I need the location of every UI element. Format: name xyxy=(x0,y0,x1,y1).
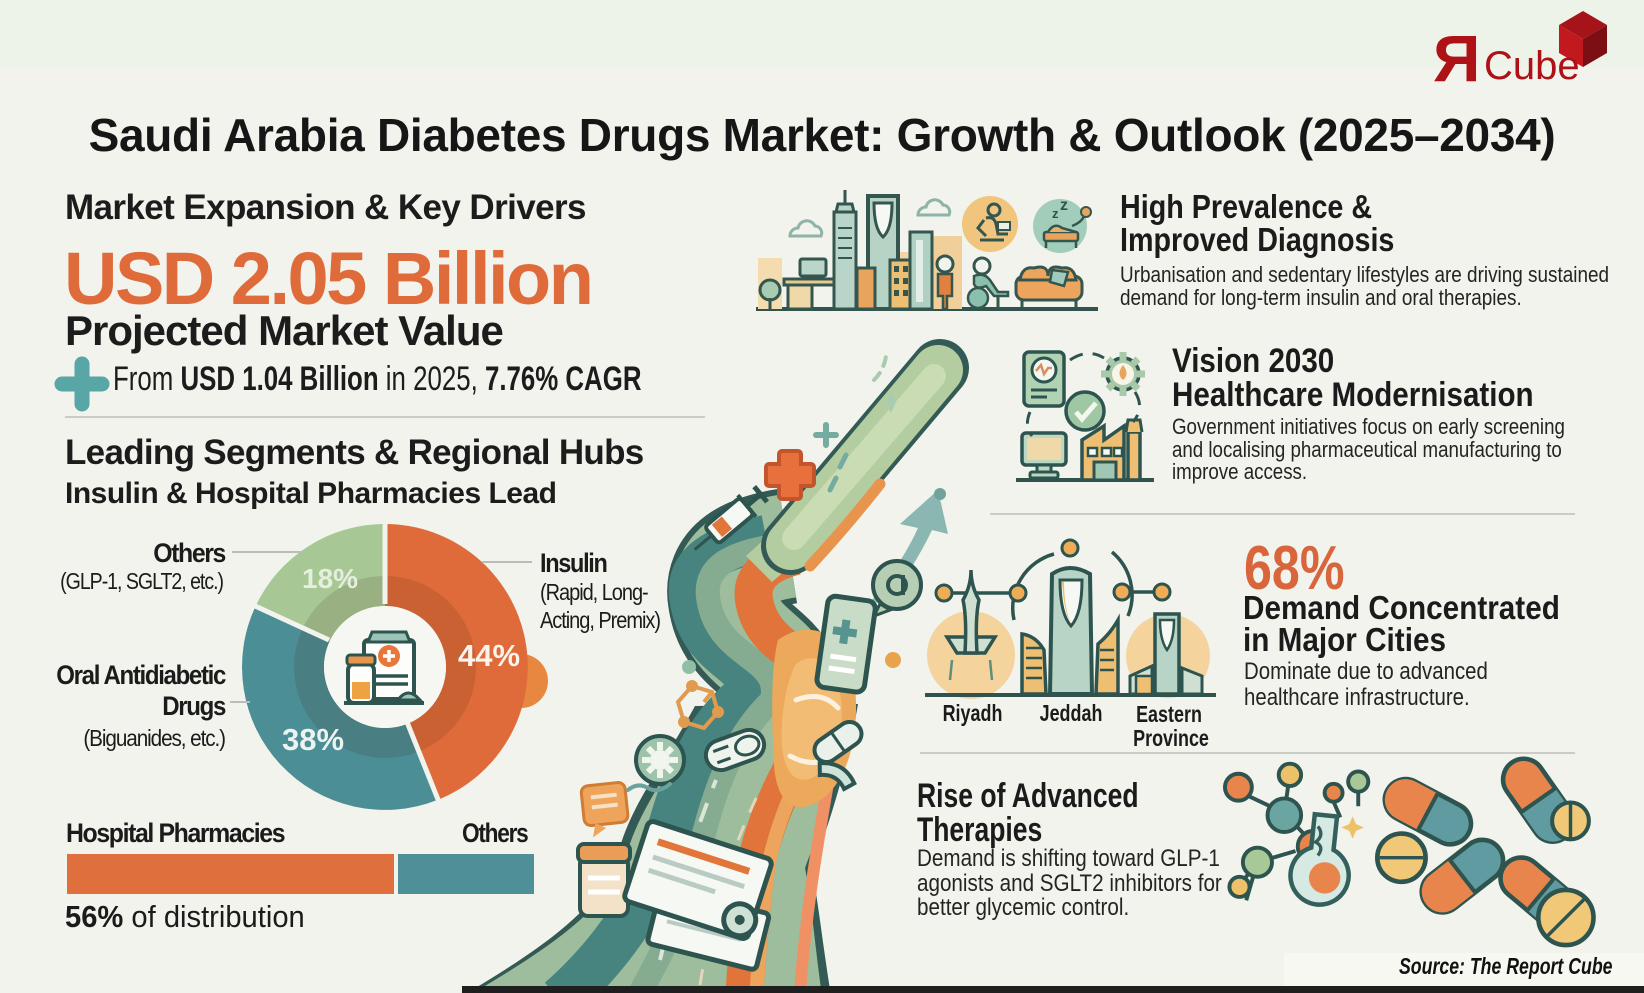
svg-text:z: z xyxy=(1052,206,1059,221)
svg-text:z: z xyxy=(1060,197,1068,214)
